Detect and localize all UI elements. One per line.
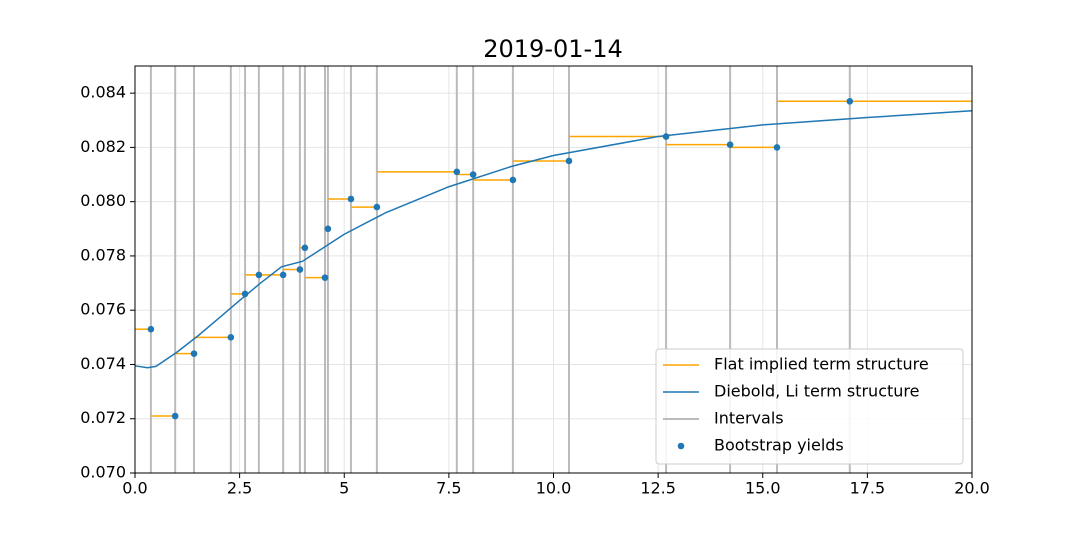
legend-label: Intervals <box>714 409 784 428</box>
legend-box <box>655 348 964 465</box>
bootstrap-point <box>147 325 155 333</box>
bootstrap-point <box>565 157 573 165</box>
x-tick-label: 15.0 <box>745 479 781 498</box>
legend-swatch <box>677 442 685 450</box>
bootstrap-point <box>324 225 332 233</box>
bootstrap-point <box>296 266 304 273</box>
bootstrap-point <box>190 350 198 357</box>
x-tick-label: 17.5 <box>850 479 886 498</box>
x-tick-label: 2.5 <box>227 479 252 498</box>
plot-frame <box>134 65 973 474</box>
x-tick-label: 20.0 <box>954 479 990 498</box>
bootstrap-point <box>241 290 249 298</box>
legend-label: Bootstrap yields <box>714 436 844 455</box>
y-tick-label: 0.078 <box>80 245 126 264</box>
chart-title: 2019-01-14 <box>483 35 622 63</box>
x-tick-label: 5 <box>339 479 349 498</box>
y-tick-label: 0.072 <box>80 408 126 427</box>
x-tick-label: 7.5 <box>436 479 461 498</box>
x-tick-label: 12.5 <box>640 479 676 498</box>
y-tick-label: 0.080 <box>80 191 126 210</box>
bootstrap-point <box>726 141 734 148</box>
bootstrap-point <box>453 168 461 176</box>
bootstrap-point <box>227 334 235 341</box>
bootstrap-point <box>469 171 477 178</box>
x-tick-label: 0.0 <box>122 479 147 498</box>
y-tick-label: 0.076 <box>80 300 126 319</box>
bootstrap-point <box>846 97 854 105</box>
y-tick-label: 0.082 <box>80 137 126 156</box>
bootstrap-point <box>509 176 517 184</box>
bootstrap-point <box>662 133 670 140</box>
bootstrap-point <box>255 271 263 279</box>
bootstrap-point <box>773 144 781 151</box>
curve <box>134 110 973 369</box>
bootstrap-point <box>347 195 355 203</box>
bootstrap-point <box>279 271 287 279</box>
bootstrap-point <box>373 203 381 211</box>
bootstrap-point <box>301 244 309 252</box>
bootstrap-point <box>171 412 179 420</box>
legend-label: Flat implied term structure <box>714 355 929 374</box>
y-tick-label: 0.074 <box>80 354 126 373</box>
legend-label: Diebold, Li term structure <box>714 382 919 401</box>
y-tick-label: 0.084 <box>80 83 126 102</box>
x-tick-label: 10.0 <box>536 479 572 498</box>
y-tick-label: 0.070 <box>80 463 126 482</box>
bootstrap-point <box>321 274 329 281</box>
